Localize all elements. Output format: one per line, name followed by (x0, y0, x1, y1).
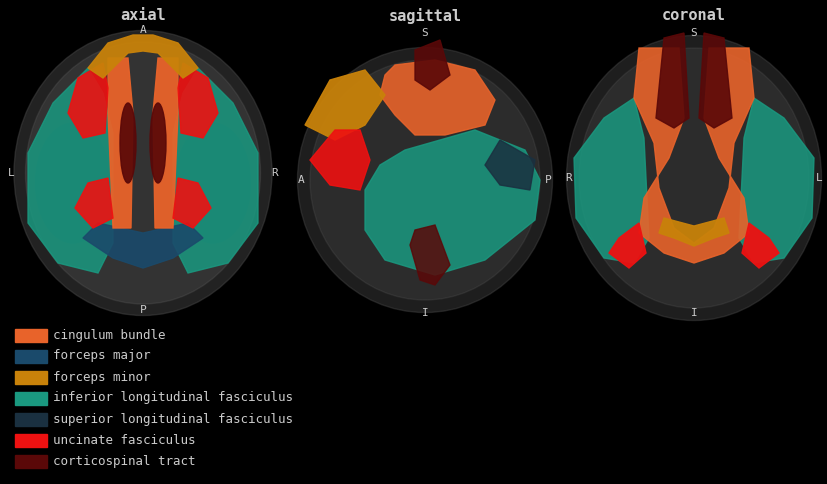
Text: corticospinal tract: corticospinal tract (53, 454, 195, 468)
Text: I: I (690, 308, 696, 318)
Bar (15, 392, 47, 405)
Polygon shape (485, 140, 534, 190)
Polygon shape (739, 98, 813, 263)
Polygon shape (83, 223, 203, 268)
Bar (15, 329, 47, 342)
Ellipse shape (309, 60, 539, 300)
Polygon shape (573, 98, 648, 263)
Ellipse shape (120, 103, 136, 183)
Ellipse shape (297, 47, 552, 313)
Text: P: P (140, 305, 146, 315)
Polygon shape (173, 178, 211, 228)
Ellipse shape (578, 48, 808, 308)
Text: uncinate fasciculus: uncinate fasciculus (53, 434, 195, 447)
Polygon shape (309, 130, 370, 190)
Text: A: A (298, 175, 304, 185)
Ellipse shape (26, 42, 261, 304)
Polygon shape (414, 40, 449, 90)
Polygon shape (75, 178, 112, 228)
Text: forceps minor: forceps minor (53, 370, 151, 383)
Polygon shape (698, 33, 731, 128)
Text: I: I (421, 308, 428, 318)
Polygon shape (409, 225, 449, 285)
Text: S: S (690, 28, 696, 38)
Polygon shape (741, 223, 778, 268)
Bar (15, 454, 47, 468)
Polygon shape (365, 130, 539, 275)
Polygon shape (655, 33, 688, 128)
Ellipse shape (566, 35, 820, 320)
Text: coronal: coronal (662, 8, 725, 23)
Polygon shape (609, 223, 645, 268)
Bar (15, 370, 47, 383)
Text: cingulum bundle: cingulum bundle (53, 329, 165, 342)
Polygon shape (658, 218, 728, 246)
Polygon shape (28, 68, 112, 273)
Text: superior longitudinal fasciculus: superior longitudinal fasciculus (53, 412, 293, 425)
Polygon shape (153, 58, 178, 228)
Polygon shape (173, 68, 258, 273)
Text: R: R (564, 173, 571, 183)
Text: axial: axial (120, 8, 165, 23)
Polygon shape (633, 48, 753, 263)
Ellipse shape (14, 30, 272, 316)
Polygon shape (178, 63, 218, 138)
Ellipse shape (150, 103, 165, 183)
Text: A: A (140, 25, 146, 35)
Text: inferior longitudinal fasciculus: inferior longitudinal fasciculus (53, 392, 293, 405)
Ellipse shape (36, 123, 110, 243)
Polygon shape (304, 70, 385, 140)
Text: R: R (271, 168, 278, 178)
Bar (15, 349, 47, 363)
Ellipse shape (175, 123, 251, 243)
Bar (15, 412, 47, 425)
Polygon shape (68, 63, 108, 138)
Polygon shape (380, 60, 495, 135)
Polygon shape (108, 58, 133, 228)
Text: P: P (545, 175, 552, 185)
Text: S: S (421, 28, 428, 38)
Polygon shape (88, 35, 198, 78)
Text: forceps major: forceps major (53, 349, 151, 363)
Text: L: L (8, 168, 15, 178)
Bar (15, 434, 47, 447)
Text: sagittal: sagittal (388, 8, 461, 24)
Text: L: L (815, 173, 822, 183)
